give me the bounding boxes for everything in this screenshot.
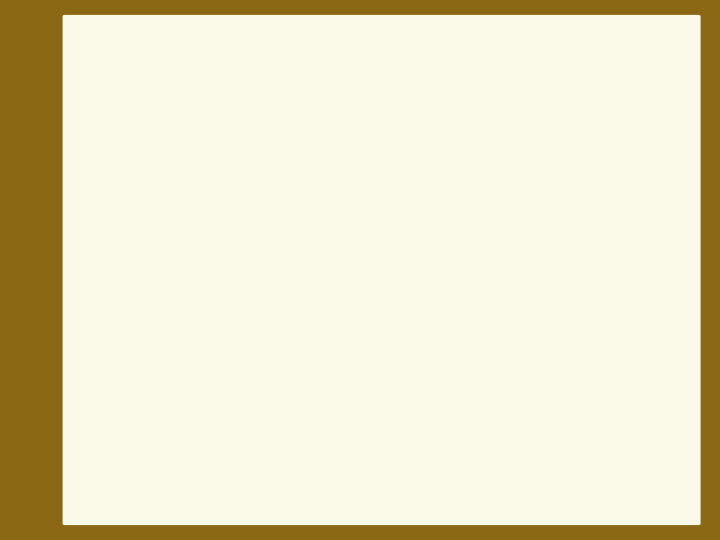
Circle shape: [132, 86, 143, 93]
Circle shape: [132, 311, 143, 319]
Circle shape: [132, 255, 143, 262]
FancyBboxPatch shape: [171, 224, 186, 230]
Circle shape: [124, 417, 151, 438]
Text: Stages of Meiosis: Stages of Meiosis: [202, 106, 693, 156]
Circle shape: [132, 114, 143, 122]
FancyBboxPatch shape: [171, 220, 186, 226]
Circle shape: [132, 368, 143, 375]
Text: Telophase I: Telophase I: [199, 201, 484, 244]
Text: of chromosomes: of chromosomes: [211, 349, 466, 376]
Text: haploid: haploid: [211, 311, 328, 338]
Circle shape: [124, 107, 151, 129]
Circle shape: [124, 389, 151, 410]
Circle shape: [124, 361, 151, 382]
Circle shape: [132, 339, 143, 347]
Circle shape: [124, 333, 151, 354]
Circle shape: [124, 248, 151, 269]
Text: – Each cell contains the: – Each cell contains the: [210, 311, 588, 338]
Circle shape: [132, 143, 143, 150]
Circle shape: [124, 220, 151, 241]
Circle shape: [124, 446, 151, 466]
Circle shape: [124, 136, 151, 157]
Circle shape: [132, 424, 143, 431]
Circle shape: [132, 396, 143, 403]
Circle shape: [132, 283, 143, 291]
Circle shape: [124, 192, 151, 213]
Circle shape: [124, 164, 151, 185]
Circle shape: [132, 452, 143, 460]
Text: – Cytoplasm divides: – Cytoplasm divides: [210, 259, 515, 286]
Circle shape: [132, 199, 143, 206]
Circle shape: [132, 227, 143, 234]
Circle shape: [124, 79, 151, 100]
Text: number: number: [212, 311, 343, 338]
Circle shape: [124, 276, 151, 297]
Circle shape: [124, 305, 151, 325]
Circle shape: [132, 171, 143, 178]
FancyBboxPatch shape: [171, 228, 186, 233]
